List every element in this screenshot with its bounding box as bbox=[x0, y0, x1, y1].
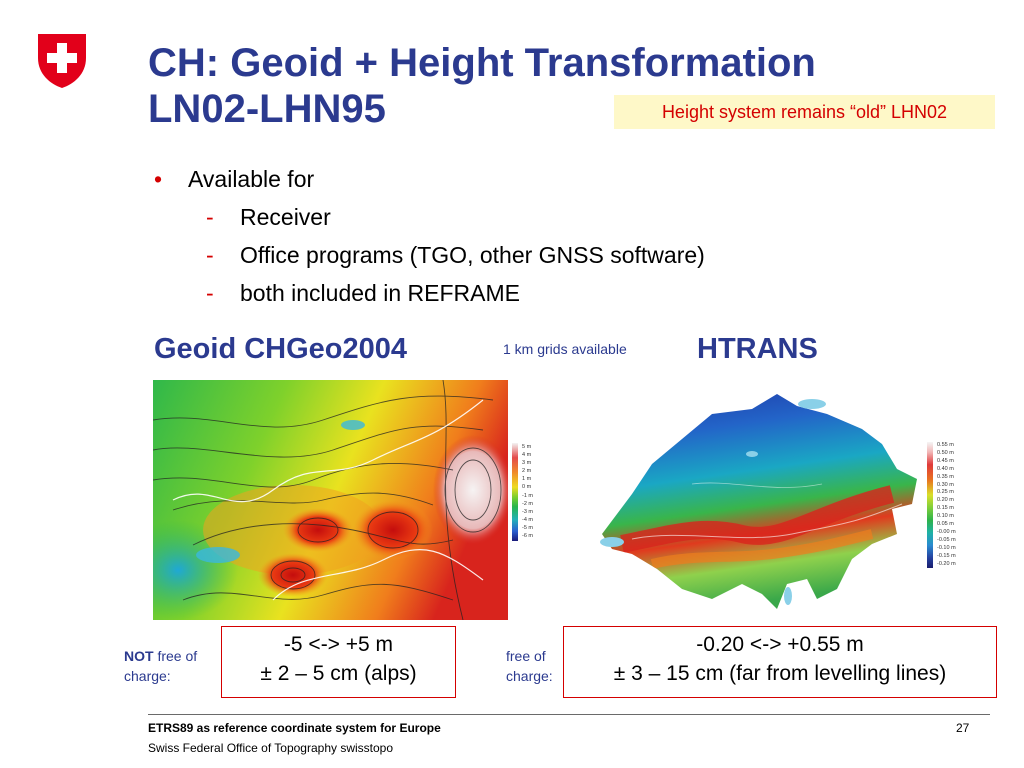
swiss-shield-icon bbox=[38, 34, 86, 88]
legend-label: 5 m bbox=[522, 444, 532, 450]
legend-label: 0.05 m bbox=[937, 521, 954, 528]
geoid-fee-note: NOT free of charge: bbox=[124, 646, 197, 686]
fee-not-emphasis: NOT bbox=[124, 648, 154, 664]
legend-label: 3 m bbox=[522, 460, 532, 467]
htrans-range: -0.20 <-> +0.55 m bbox=[696, 633, 864, 656]
fee-text-line2: charge: bbox=[506, 668, 553, 684]
height-system-callout: Height system remains “old” LHN02 bbox=[614, 95, 995, 129]
legend-label: 0.55 m bbox=[937, 442, 954, 448]
htrans-legend: 0.55 m 0.50 m 0.45 m 0.40 m 0.35 m 0.30 … bbox=[927, 442, 967, 572]
dash-icon: - bbox=[206, 242, 214, 268]
legend-label: -0.00 m bbox=[937, 528, 956, 535]
sub-bullet-item: - Office programs (TGO, other GNSS softw… bbox=[150, 236, 705, 274]
dash-icon: - bbox=[206, 280, 214, 306]
legend-label: -6 m bbox=[522, 533, 533, 540]
legend-label: -0.15 m bbox=[937, 552, 956, 559]
legend-label: 0.15 m bbox=[937, 505, 954, 512]
legend-label: -2 m bbox=[522, 500, 533, 507]
fee-text: free of bbox=[506, 648, 546, 664]
geoid-legend-labels: 5 m 4 m 3 m 2 m 1 m 0 m -1 m -2 m -3 m -… bbox=[522, 443, 533, 540]
geoid-legend: 5 m 4 m 3 m 2 m 1 m 0 m -1 m -2 m -3 m -… bbox=[512, 443, 542, 543]
legend-label: 0.50 m bbox=[937, 449, 954, 456]
legend-label: -0.05 m bbox=[937, 536, 956, 543]
legend-label: 0 m bbox=[522, 484, 532, 491]
legend-label: -4 m bbox=[522, 516, 533, 523]
htrans-heading: HTRANS bbox=[697, 333, 818, 365]
legend-label: 2 m bbox=[522, 468, 532, 475]
htrans-map-image bbox=[592, 384, 922, 616]
sub-bullet-text: Receiver bbox=[240, 204, 331, 230]
htrans-fee-note: free of charge: bbox=[506, 646, 553, 686]
bullet-list: • Available for - Receiver - Office prog… bbox=[150, 160, 705, 312]
geoid-contour-map bbox=[153, 380, 508, 620]
dash-icon: - bbox=[206, 204, 214, 230]
title-line-1: CH: Geoid + Height Transformation bbox=[148, 41, 816, 85]
geoid-range: -5 <-> +5 m bbox=[283, 633, 394, 656]
bullet-item: • Available for bbox=[150, 160, 705, 198]
legend-label: 0.45 m bbox=[937, 457, 954, 464]
legend-label: 0.10 m bbox=[937, 513, 954, 520]
geoid-heading: Geoid CHGeo2004 bbox=[154, 333, 408, 365]
legend-label: 0.35 m bbox=[937, 473, 954, 480]
bullet-text: Available for bbox=[188, 166, 315, 192]
legend-label: -0.10 m bbox=[937, 544, 956, 551]
fee-text-line2: charge: bbox=[124, 668, 171, 684]
bullet-dot-icon: • bbox=[154, 166, 163, 192]
legend-label: -3 m bbox=[522, 508, 533, 515]
footer: ETRS89 as reference coordinate system fo… bbox=[148, 718, 441, 758]
geoid-map-image bbox=[153, 380, 508, 620]
htrans-swiss-map bbox=[600, 394, 917, 609]
title-line-2: LN02-LHN95 bbox=[148, 87, 386, 131]
page-title: CH: Geoid + Height Transformation LN02-L… bbox=[148, 40, 816, 132]
footer-divider bbox=[148, 714, 990, 715]
page-number: 27 bbox=[956, 721, 970, 735]
legend-label: 1 m bbox=[522, 476, 532, 483]
legend-label: 0.20 m bbox=[937, 497, 954, 504]
geoid-legend-bar bbox=[512, 443, 518, 541]
sub-bullet-text: both included in REFRAME bbox=[240, 280, 520, 306]
htrans-range-box: -0.20 <-> +0.55 m ± 3 – 15 cm (far from … bbox=[563, 626, 997, 698]
sub-bullet-item: - both included in REFRAME bbox=[150, 274, 705, 312]
legend-label: 0.30 m bbox=[937, 481, 954, 488]
geoid-accuracy: ± 2 – 5 cm (alps) bbox=[260, 662, 417, 685]
legend-label: 0.25 m bbox=[937, 489, 954, 496]
geoid-range-box: -5 <-> +5 m ± 2 – 5 cm (alps) bbox=[221, 626, 456, 698]
sub-bullet-text: Office programs (TGO, other GNSS softwar… bbox=[240, 242, 705, 268]
legend-label: 0.40 m bbox=[937, 465, 954, 472]
htrans-accuracy: ± 3 – 15 cm (far from levelling lines) bbox=[613, 662, 947, 685]
grid-availability-note: 1 km grids available bbox=[503, 341, 627, 357]
sub-bullet-item: - Receiver bbox=[150, 198, 705, 236]
footer-line-1: ETRS89 as reference coordinate system fo… bbox=[148, 721, 441, 735]
footer-line-2: Swiss Federal Office of Topography swiss… bbox=[148, 741, 394, 755]
htrans-legend-labels: 0.55 m 0.50 m 0.45 m 0.40 m 0.35 m 0.30 … bbox=[937, 442, 956, 569]
htrans-legend-bar bbox=[927, 442, 933, 568]
legend-label: 4 m bbox=[522, 452, 532, 459]
legend-label: -5 m bbox=[522, 524, 533, 531]
fee-text: free of bbox=[153, 648, 198, 664]
legend-label: -1 m bbox=[522, 492, 533, 499]
legend-label: -0.20 m bbox=[937, 560, 956, 567]
